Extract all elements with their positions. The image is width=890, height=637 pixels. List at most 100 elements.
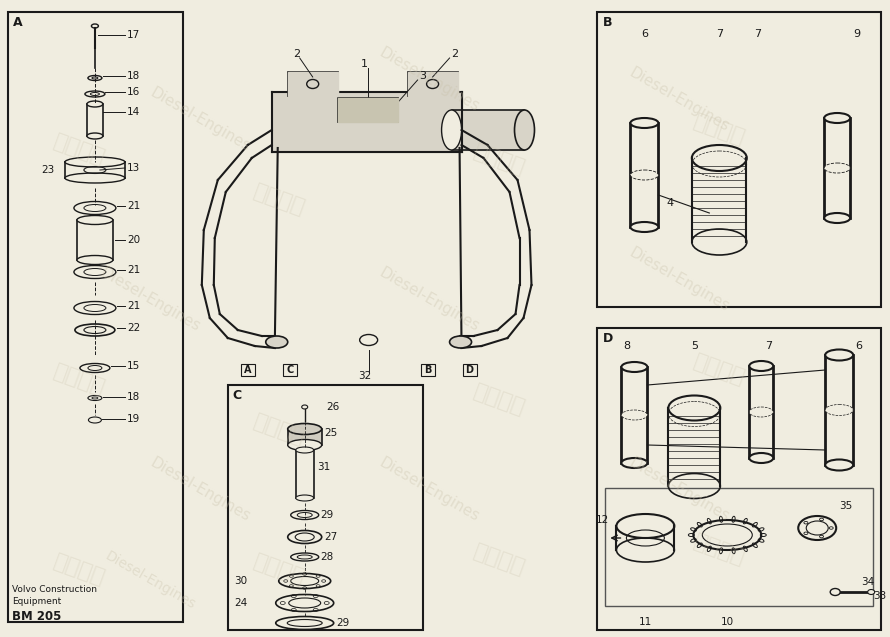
Ellipse shape bbox=[830, 589, 840, 596]
Bar bbox=[87, 104, 103, 136]
Text: 3: 3 bbox=[419, 71, 426, 81]
Polygon shape bbox=[451, 110, 524, 150]
Ellipse shape bbox=[449, 336, 472, 348]
Text: 7: 7 bbox=[755, 29, 762, 39]
Text: 7: 7 bbox=[765, 341, 773, 351]
Text: 18: 18 bbox=[127, 392, 140, 402]
Ellipse shape bbox=[824, 163, 850, 173]
Ellipse shape bbox=[77, 215, 113, 224]
Text: 紫发动力: 紫发动力 bbox=[251, 412, 308, 448]
Ellipse shape bbox=[749, 453, 773, 463]
Ellipse shape bbox=[868, 589, 875, 594]
Ellipse shape bbox=[630, 170, 659, 180]
Text: Diesel-Engines: Diesel-Engines bbox=[627, 245, 732, 315]
Bar bbox=[463, 364, 476, 376]
Text: 35: 35 bbox=[839, 501, 853, 511]
Polygon shape bbox=[287, 72, 337, 96]
Text: 9: 9 bbox=[854, 29, 861, 39]
Text: 紫发动力: 紫发动力 bbox=[471, 382, 528, 419]
Bar bbox=[597, 12, 881, 307]
Bar bbox=[228, 385, 423, 630]
Ellipse shape bbox=[621, 458, 647, 468]
Text: 7: 7 bbox=[716, 29, 723, 39]
Ellipse shape bbox=[621, 362, 647, 372]
Text: 11: 11 bbox=[639, 617, 652, 627]
Text: 紫发动力: 紫发动力 bbox=[251, 182, 308, 218]
Ellipse shape bbox=[824, 113, 850, 123]
Ellipse shape bbox=[825, 459, 854, 471]
Ellipse shape bbox=[749, 407, 773, 417]
Text: B: B bbox=[424, 365, 432, 375]
Ellipse shape bbox=[65, 157, 125, 167]
Text: 紫发动力: 紫发动力 bbox=[691, 111, 748, 148]
Ellipse shape bbox=[307, 80, 319, 89]
Text: A: A bbox=[244, 365, 252, 375]
Text: 紫发动力: 紫发动力 bbox=[52, 552, 109, 589]
Text: 4: 4 bbox=[667, 198, 674, 208]
Bar bbox=[283, 364, 296, 376]
Ellipse shape bbox=[87, 101, 103, 107]
Text: 30: 30 bbox=[234, 576, 247, 586]
Ellipse shape bbox=[77, 255, 113, 264]
Text: 12: 12 bbox=[595, 515, 609, 525]
Text: 24: 24 bbox=[234, 598, 247, 608]
Text: 18: 18 bbox=[127, 71, 140, 81]
Bar bbox=[77, 220, 113, 260]
Text: Diesel-Engines: Diesel-Engines bbox=[376, 455, 482, 525]
Ellipse shape bbox=[514, 110, 535, 150]
Text: 33: 33 bbox=[873, 591, 886, 601]
Text: 23: 23 bbox=[42, 165, 55, 175]
Bar bbox=[241, 364, 255, 376]
Text: 17: 17 bbox=[127, 30, 140, 40]
Ellipse shape bbox=[825, 404, 854, 415]
Bar bbox=[287, 72, 337, 96]
Ellipse shape bbox=[426, 80, 439, 89]
Ellipse shape bbox=[87, 133, 103, 139]
Bar bbox=[337, 98, 398, 122]
Ellipse shape bbox=[441, 110, 462, 150]
Text: 紫发动力: 紫发动力 bbox=[471, 141, 528, 178]
Text: 紫发动力: 紫发动力 bbox=[52, 361, 109, 399]
Text: 21: 21 bbox=[127, 301, 140, 311]
Text: C: C bbox=[286, 365, 294, 375]
Text: 31: 31 bbox=[317, 462, 330, 472]
Text: 紫发动力: 紫发动力 bbox=[251, 552, 308, 589]
Text: Diesel-Engines: Diesel-Engines bbox=[147, 85, 253, 155]
Text: Diesel-Engines: Diesel-Engines bbox=[627, 65, 732, 135]
Text: 15: 15 bbox=[127, 361, 140, 371]
Text: 32: 32 bbox=[358, 371, 371, 381]
Text: D: D bbox=[603, 331, 612, 345]
Text: 34: 34 bbox=[862, 577, 875, 587]
Bar bbox=[295, 450, 313, 498]
Text: D: D bbox=[465, 365, 473, 375]
Text: 紫发动力: 紫发动力 bbox=[471, 541, 528, 578]
Ellipse shape bbox=[295, 447, 313, 453]
Ellipse shape bbox=[65, 173, 125, 183]
Text: Diesel-Engines: Diesel-Engines bbox=[376, 45, 482, 115]
Ellipse shape bbox=[266, 336, 287, 348]
Ellipse shape bbox=[630, 222, 659, 232]
Text: 紫发动力: 紫发动力 bbox=[691, 352, 748, 389]
Ellipse shape bbox=[825, 350, 854, 361]
Bar bbox=[287, 429, 321, 445]
Ellipse shape bbox=[621, 410, 647, 420]
Ellipse shape bbox=[630, 118, 659, 128]
Text: 8: 8 bbox=[623, 341, 630, 351]
Text: 19: 19 bbox=[127, 414, 140, 424]
Text: 2: 2 bbox=[293, 49, 300, 59]
Text: 27: 27 bbox=[325, 532, 338, 542]
Bar bbox=[597, 328, 881, 630]
Ellipse shape bbox=[824, 213, 850, 223]
Polygon shape bbox=[408, 72, 457, 96]
Text: Diesel-Engines: Diesel-Engines bbox=[97, 265, 203, 335]
Text: B: B bbox=[603, 15, 612, 29]
Text: 13: 13 bbox=[127, 163, 140, 173]
Text: Diesel-Engines: Diesel-Engines bbox=[102, 548, 198, 612]
Text: Diesel-Engines: Diesel-Engines bbox=[627, 455, 732, 525]
Text: 紫发动力: 紫发动力 bbox=[691, 531, 748, 569]
Polygon shape bbox=[271, 92, 462, 152]
Text: A: A bbox=[13, 15, 22, 29]
Bar bbox=[8, 12, 182, 622]
Text: 26: 26 bbox=[327, 402, 340, 412]
Ellipse shape bbox=[295, 495, 313, 501]
